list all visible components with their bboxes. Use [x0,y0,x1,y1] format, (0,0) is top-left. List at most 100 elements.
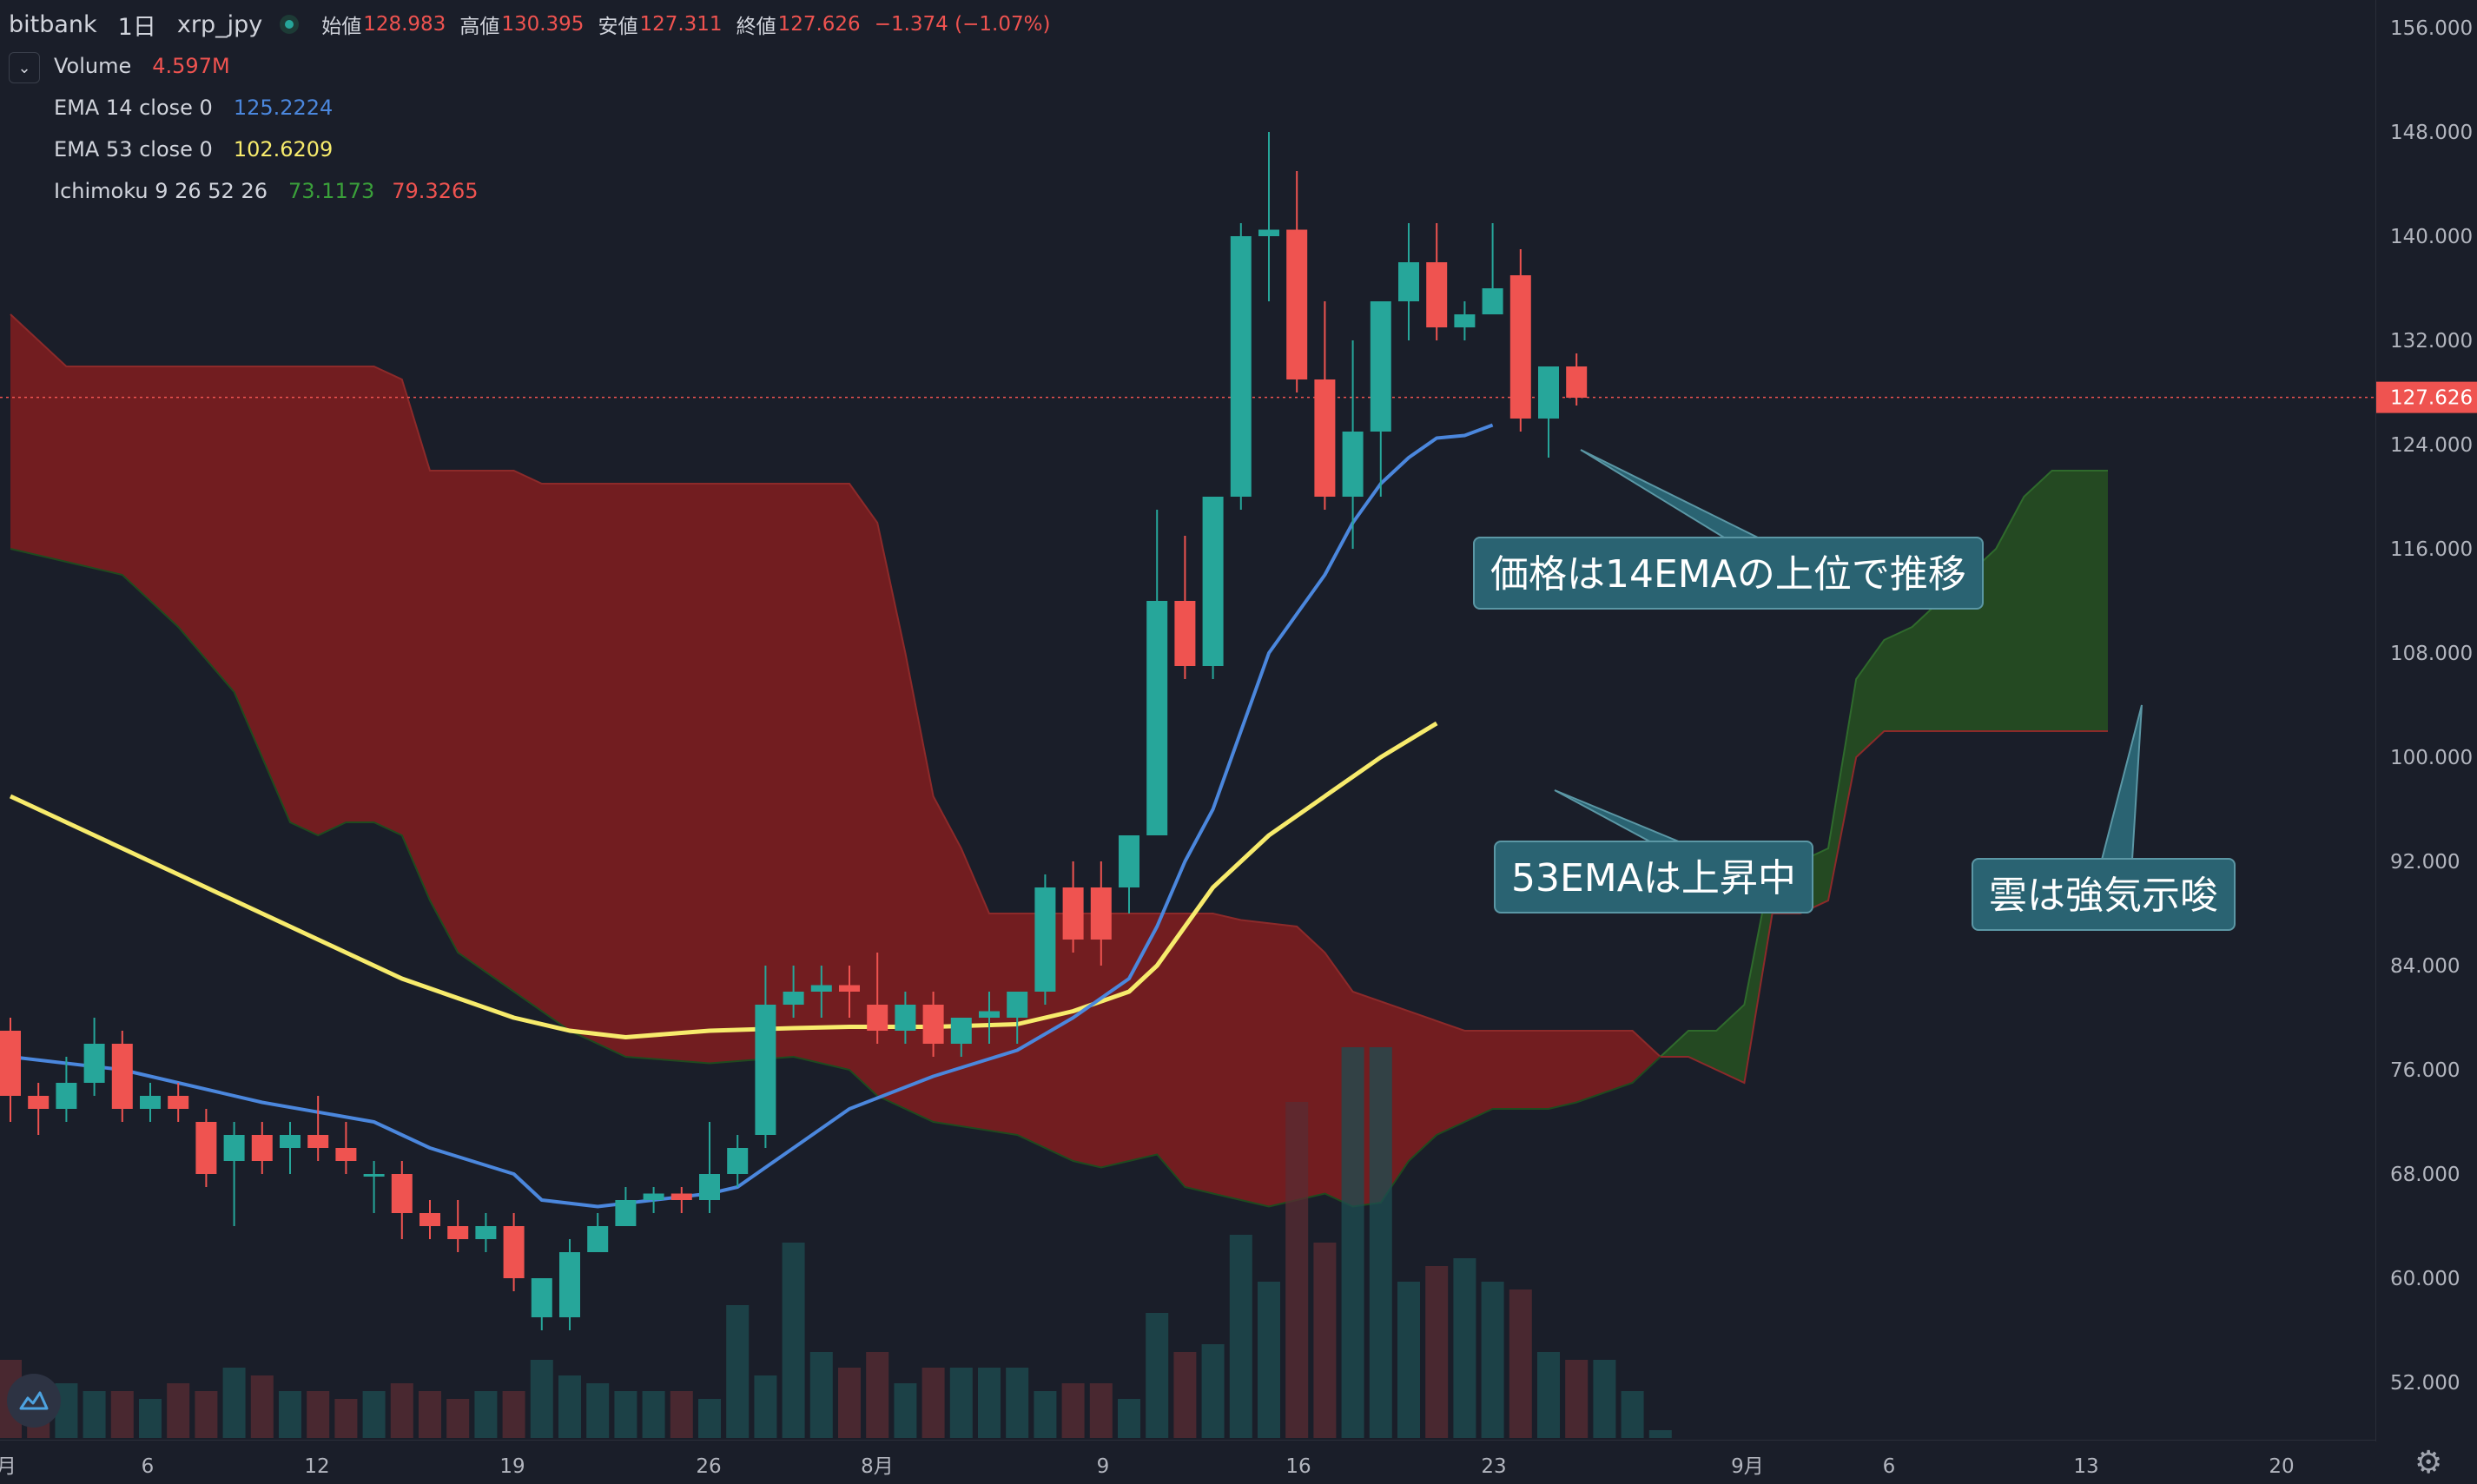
candle-body [1398,262,1419,301]
candle-body [307,1135,329,1148]
candle-body [1286,229,1308,379]
candle-body [867,1005,888,1031]
volume-name: Volume [54,54,132,78]
time-tick-label: 6 [142,1455,155,1478]
candle-body [1258,229,1279,236]
legend-ichimoku[interactable]: Ichimoku 9 26 52 26 73.1173 79.3265 [9,175,496,207]
candle-body [475,1226,497,1239]
volume-bar [670,1391,693,1438]
callout-pointers [1554,449,2143,861]
price-tick-label: 124.000 [2390,434,2473,457]
time-tick-label: 20 [2269,1455,2294,1478]
price-tick-label: 148.000 [2390,122,2473,144]
volume-bar [1006,1368,1029,1438]
price-tick-label: 108.000 [2390,643,2473,665]
volume-bar [446,1399,470,1438]
candle-body [1370,301,1391,432]
candle-body [419,1213,440,1226]
volume-value: 4.597M [152,54,230,78]
candle-body [979,1011,1000,1018]
cloud-red-area [10,314,1661,1207]
candle-body [1119,835,1139,887]
pointer-ema53 [1554,789,1686,845]
legend-ema14[interactable]: EMA 14 close 0 125.2224 [9,92,350,123]
volume-bar [949,1368,973,1438]
gear-icon[interactable]: ⚙ [2414,1445,2443,1481]
candle-body [140,1096,161,1109]
volume-bar [1201,1344,1225,1438]
volume-bar [809,1352,833,1438]
price-axis-labels: 156.000 148.000 140.000 132.000 124.000 116.0… [2376,17,2477,1395]
volume-bar [419,1391,441,1438]
price-tick-label: 140.000 [2390,226,2473,248]
volume-bar [139,1399,162,1438]
symbol-name[interactable]: xrp_jpy [176,10,263,38]
volume-bar [1481,1282,1504,1438]
tradingview-logo-icon[interactable] [7,1374,61,1428]
candle-body [643,1193,664,1200]
volume-bar [894,1383,917,1438]
price-axis[interactable] [2375,0,2477,1441]
annotation-ema53[interactable]: 53EMAは上昇中 [1494,841,1813,913]
time-tick-label: 9月 [1731,1455,1764,1478]
price-tick-label: 156.000 [2390,17,2473,40]
time-tick-label: 13 [2073,1455,2098,1478]
candle-body [531,1278,552,1317]
volume-bar [167,1383,190,1438]
exchange-name[interactable]: bitbank [9,10,97,38]
candlesticks [0,132,1588,1330]
ema14-value: 125.2224 [233,96,334,120]
volume-bar [1341,1047,1364,1438]
volume-bar [1313,1243,1337,1438]
ema14-name: EMA 14 close 0 [54,96,213,120]
ichimoku-cloud [10,313,2108,1208]
candle-body [1090,887,1112,940]
candle-body [755,1005,776,1135]
candle-body [168,1096,189,1109]
annotation-cloud[interactable]: 雲は強気示唆 [1972,858,2236,931]
volume-bar [1593,1360,1616,1438]
candle-body [503,1226,525,1278]
candle-body [615,1200,637,1226]
candle-body [1062,887,1084,940]
volume-bar [1118,1399,1140,1438]
candle-body [195,1122,217,1174]
close-value: 127.626 [777,13,861,36]
legend-ema53[interactable]: EMA 53 close 0 102.6209 [9,134,350,165]
volume-bar [921,1368,945,1438]
chevron-down-icon[interactable]: ⌄ [9,52,40,83]
candle-body [1426,262,1448,327]
volume-bar [1369,1047,1392,1438]
time-tick-label: 8月 [861,1455,894,1478]
cloud-green-bottom [1660,730,2108,1085]
volume-bar [1648,1430,1672,1438]
candle-body [587,1226,609,1252]
volume-bar [1061,1383,1085,1438]
annotation-ema14[interactable]: 価格は14EMAの上位で推移 [1473,537,1984,610]
price-tick-label: 76.000 [2390,1059,2460,1082]
volume-bar [1229,1235,1252,1438]
candle-body [391,1174,413,1213]
price-tick-label: 68.000 [2390,1164,2460,1186]
volume-bar [1258,1282,1280,1438]
change-value: −1.374 (−1.07%) [874,13,1051,36]
volume-bar [1425,1266,1449,1438]
volume-bar [614,1391,637,1438]
candle-body [111,1044,133,1109]
candle-body [1202,497,1224,666]
legend-volume[interactable]: ⌄ Volume 4.597M [9,50,248,83]
candle-body [1509,275,1531,419]
price-tick-label: 60.000 [2390,1268,2460,1290]
volume-bar [838,1368,861,1438]
volume-bar [307,1391,330,1438]
time-tick-label: 26 [696,1455,721,1478]
market-status-icon [280,15,300,34]
time-axis[interactable] [0,1440,2375,1484]
volume-bar [586,1383,610,1438]
price-tick-label: 84.000 [2390,955,2460,978]
interval[interactable]: 1日 [117,13,156,41]
volume-bar [1565,1360,1589,1438]
price-tick-label: 132.000 [2390,330,2473,353]
ichimoku-name: Ichimoku 9 26 52 26 [54,179,268,203]
